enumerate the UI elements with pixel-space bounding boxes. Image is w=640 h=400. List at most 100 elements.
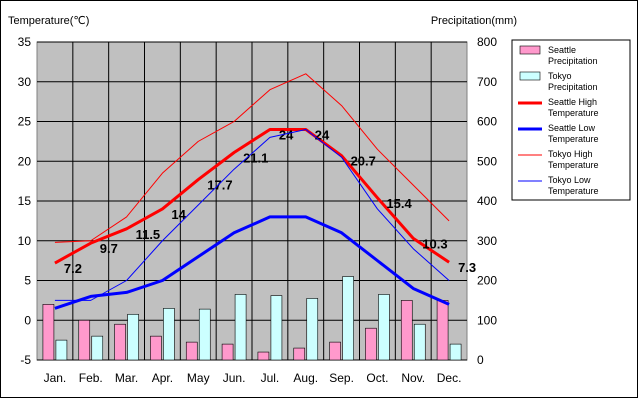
line-series-tokyo-low-temperature <box>54 128 450 301</box>
y-right-tick-label: 700 <box>477 75 497 89</box>
x-tick-label: Aug. <box>293 371 318 385</box>
bar-series-seattle-precipitation <box>42 300 449 361</box>
y-right-tick-label: 500 <box>477 154 497 168</box>
y-left-tick-label: 0 <box>24 313 31 327</box>
legend-label: Temperature <box>548 134 599 144</box>
data-label: 24 <box>315 127 330 142</box>
precip-bar <box>329 341 341 361</box>
y-left-tick-label: -5 <box>20 353 31 367</box>
data-label: 21.1 <box>243 151 268 166</box>
legend-label: Temperature <box>548 160 599 170</box>
line-series-tokyo-high-temperature <box>54 73 450 243</box>
legend-label: Seattle High <box>548 97 597 107</box>
legend-label: Tokyo <box>548 71 572 81</box>
data-label: 24 <box>279 127 294 142</box>
y-left-tick-label: 20 <box>18 154 32 168</box>
precip-bar <box>198 308 211 361</box>
y-left-tick-label: 10 <box>18 234 32 248</box>
x-tick-label: Apr. <box>152 371 173 385</box>
temperature-line <box>54 128 450 301</box>
data-label: 9.7 <box>100 241 118 256</box>
precip-bar <box>127 313 139 361</box>
bar-series-tokyo-precipitation <box>55 276 462 361</box>
y-left-title: Temperature(℃) <box>8 15 89 27</box>
precip-bar <box>221 343 234 361</box>
y-left-tick-label: 5 <box>24 274 31 288</box>
precip-bar <box>306 298 319 361</box>
precip-bar <box>378 294 390 361</box>
y-right-tick-label: 0 <box>477 353 484 367</box>
legend-swatch <box>519 71 541 81</box>
precip-bar <box>270 295 283 361</box>
y-right-tick-label: 300 <box>477 234 497 248</box>
data-label: 17.7 <box>207 178 232 193</box>
x-tick-label: Feb. <box>79 371 103 385</box>
precip-bar <box>257 351 270 361</box>
y-right-tick-label: 400 <box>477 194 497 208</box>
y-right-tick-label: 200 <box>477 274 497 288</box>
y-right-title: Precipitation(mm) <box>431 15 517 27</box>
x-tick-label: Mar. <box>115 371 138 385</box>
data-label: 11.5 <box>136 227 161 242</box>
x-tick-label: Dec. <box>437 371 462 385</box>
x-tick-label: May <box>187 371 210 385</box>
data-label: 7.2 <box>64 261 82 276</box>
precip-bar <box>234 294 247 361</box>
precip-bar <box>185 341 198 361</box>
legend-swatch <box>519 45 541 55</box>
legend-label: Seattle <box>548 45 576 55</box>
precip-bar <box>449 343 462 361</box>
precip-bar <box>78 319 91 361</box>
data-label: 14 <box>171 207 186 222</box>
data-label: 7.3 <box>458 260 476 275</box>
legend-label: Tokyo High <box>548 149 593 159</box>
x-tick-label: Jul. <box>261 371 280 385</box>
precip-bar <box>114 323 126 361</box>
precip-bar <box>436 300 449 361</box>
line-series-seattle-low-temperature <box>54 215 450 310</box>
line-series-seattle-high-temperature: 7.2 9.7 11.5 14 17.7 21.1 24 24 20.7 15.4 10.3 7.3 <box>54 127 476 276</box>
temperature-line <box>54 73 450 243</box>
precip-bar <box>293 347 306 361</box>
data-label: 20.7 <box>351 154 376 169</box>
precip-bar <box>365 327 377 361</box>
legend-label: Precipitation <box>548 56 598 66</box>
y-right-tick-label: 600 <box>477 115 497 129</box>
y-left-tick-label: 30 <box>18 75 32 89</box>
y-right-tick-label: 100 <box>477 313 497 327</box>
temperature-line <box>54 127 450 265</box>
legend-box <box>511 39 631 201</box>
y-left-tick-label: 35 <box>18 35 32 49</box>
precip-bar <box>163 308 175 361</box>
precip-bar <box>42 304 55 361</box>
x-tick-label: Oct. <box>366 371 388 385</box>
precip-bar <box>150 335 162 361</box>
y-left-tick-label: 15 <box>18 194 32 208</box>
temperature-line <box>54 215 450 310</box>
precip-bar <box>55 339 68 361</box>
precip-bar <box>413 323 426 361</box>
precip-bar <box>342 276 354 361</box>
precip-bar <box>91 335 104 361</box>
legend-label: Temperature <box>548 108 599 118</box>
legend-label: Tokyo Low <box>548 175 591 185</box>
legend-label: Precipitation <box>548 82 598 92</box>
precip-bar <box>400 300 413 361</box>
x-tick-label: Nov. <box>401 371 425 385</box>
x-tick-label: Jan. <box>44 371 67 385</box>
x-tick-label: Sep. <box>329 371 354 385</box>
legend-label: Temperature <box>548 186 599 196</box>
legend-label: Seattle Low <box>548 123 596 133</box>
x-tick-label: Jun. <box>223 371 246 385</box>
y-right-tick-label: 800 <box>477 35 497 49</box>
y-left-tick-label: 25 <box>18 115 32 129</box>
data-label: 10.3 <box>422 236 447 251</box>
